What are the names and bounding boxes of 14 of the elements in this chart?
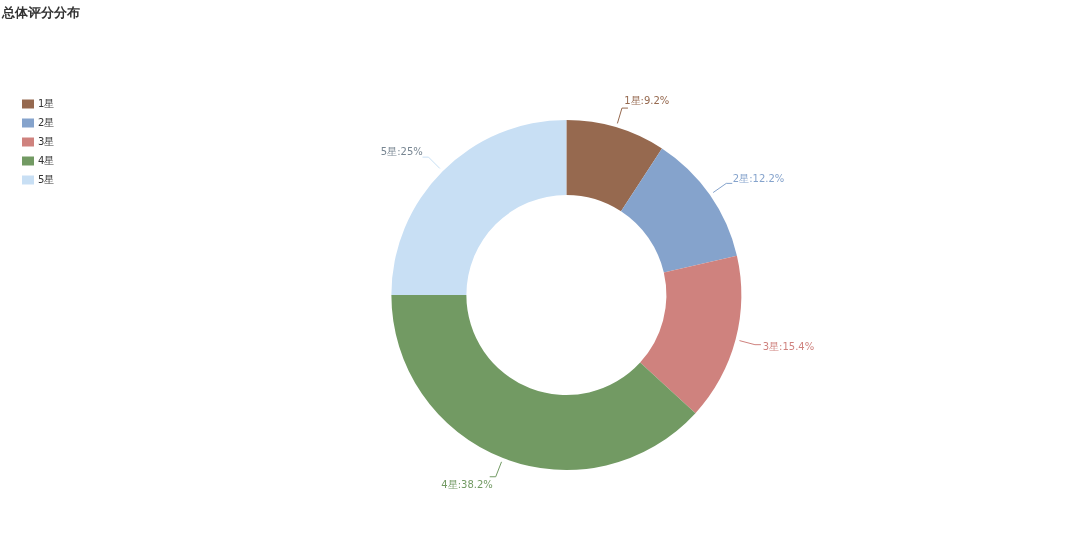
data-label: 2星:12.2% [732,173,785,185]
data-label: 1星:9.2% [624,94,670,106]
data-label: 3星:15.4% [762,341,815,353]
donut-slice [640,255,742,414]
donut-slice [566,120,662,212]
chart-title: 总体评分分布 [2,4,80,22]
data-label: 5星:25% [380,145,423,157]
data-label: 4星:38.2% [441,478,493,490]
legend-label: 2星 [38,117,55,128]
legend-label: 1星 [38,98,55,109]
legend-label: 4星 [38,155,55,166]
legend-label: 5星 [38,174,55,185]
legend-label: 3星 [38,136,55,147]
donut-slice [391,295,696,470]
